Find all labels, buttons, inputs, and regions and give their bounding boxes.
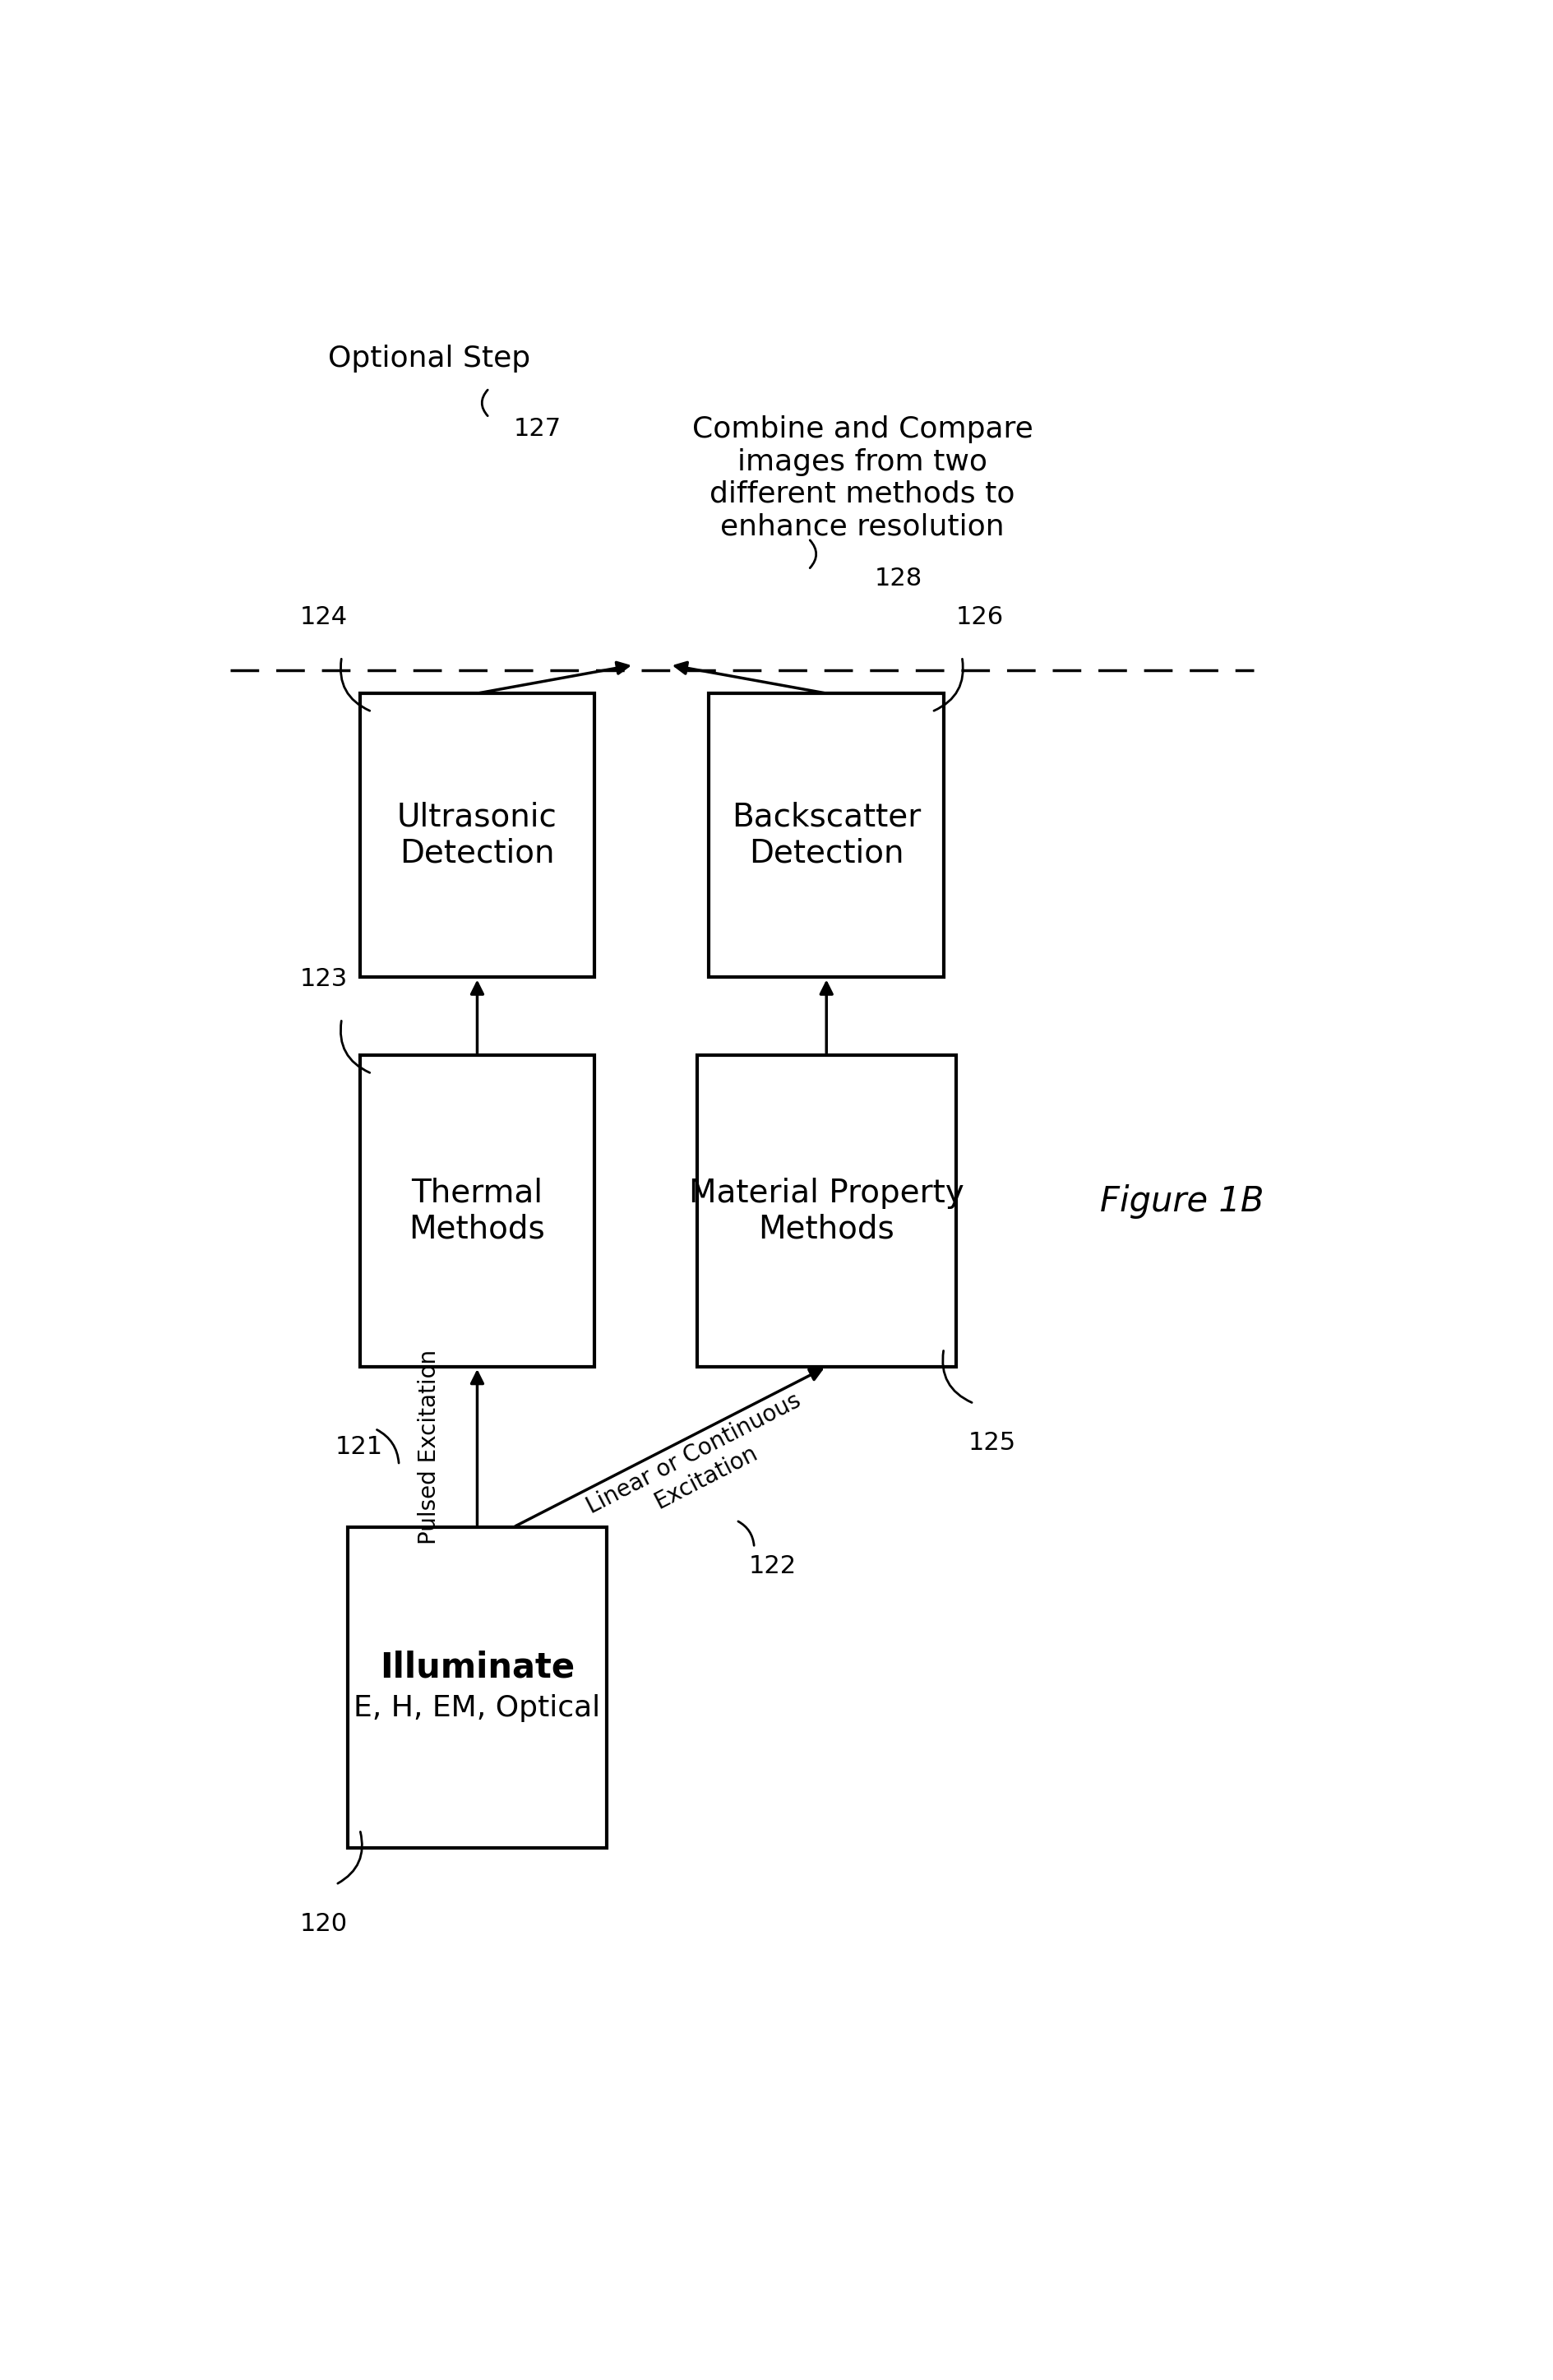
Text: Pulsed Excitation: Pulsed Excitation: [418, 1349, 441, 1545]
Text: 125: 125: [968, 1430, 1016, 1454]
Text: 122: 122: [749, 1554, 795, 1578]
Text: Material Property
Methods: Material Property Methods: [688, 1178, 963, 1245]
Text: 120: 120: [300, 1911, 348, 1935]
Bar: [360, 1054, 595, 1366]
Text: 124: 124: [300, 605, 348, 628]
Bar: [348, 1528, 606, 1847]
Text: Thermal
Methods: Thermal Methods: [408, 1178, 545, 1245]
Text: Ultrasonic
Detection: Ultrasonic Detection: [398, 802, 558, 869]
Text: Combine and Compare
images from two
different methods to
enhance resolution: Combine and Compare images from two diff…: [691, 416, 1033, 540]
Text: 127: 127: [512, 416, 561, 440]
Text: E, H, EM, Optical: E, H, EM, Optical: [354, 1695, 601, 1721]
Text: Illuminate: Illuminate: [379, 1649, 575, 1685]
Text: Linear or Continuous
Excitation: Linear or Continuous Excitation: [582, 1390, 817, 1542]
Text: 128: 128: [874, 566, 922, 590]
Bar: [708, 693, 943, 978]
Text: Figure 1B: Figure 1B: [1100, 1185, 1263, 1219]
Text: Optional Step: Optional Step: [328, 345, 530, 374]
Text: 123: 123: [300, 966, 348, 990]
Bar: [360, 693, 595, 978]
Text: 126: 126: [955, 605, 1003, 628]
Bar: [697, 1054, 955, 1366]
Text: 121: 121: [335, 1435, 384, 1459]
Text: Backscatter
Detection: Backscatter Detection: [731, 802, 921, 869]
